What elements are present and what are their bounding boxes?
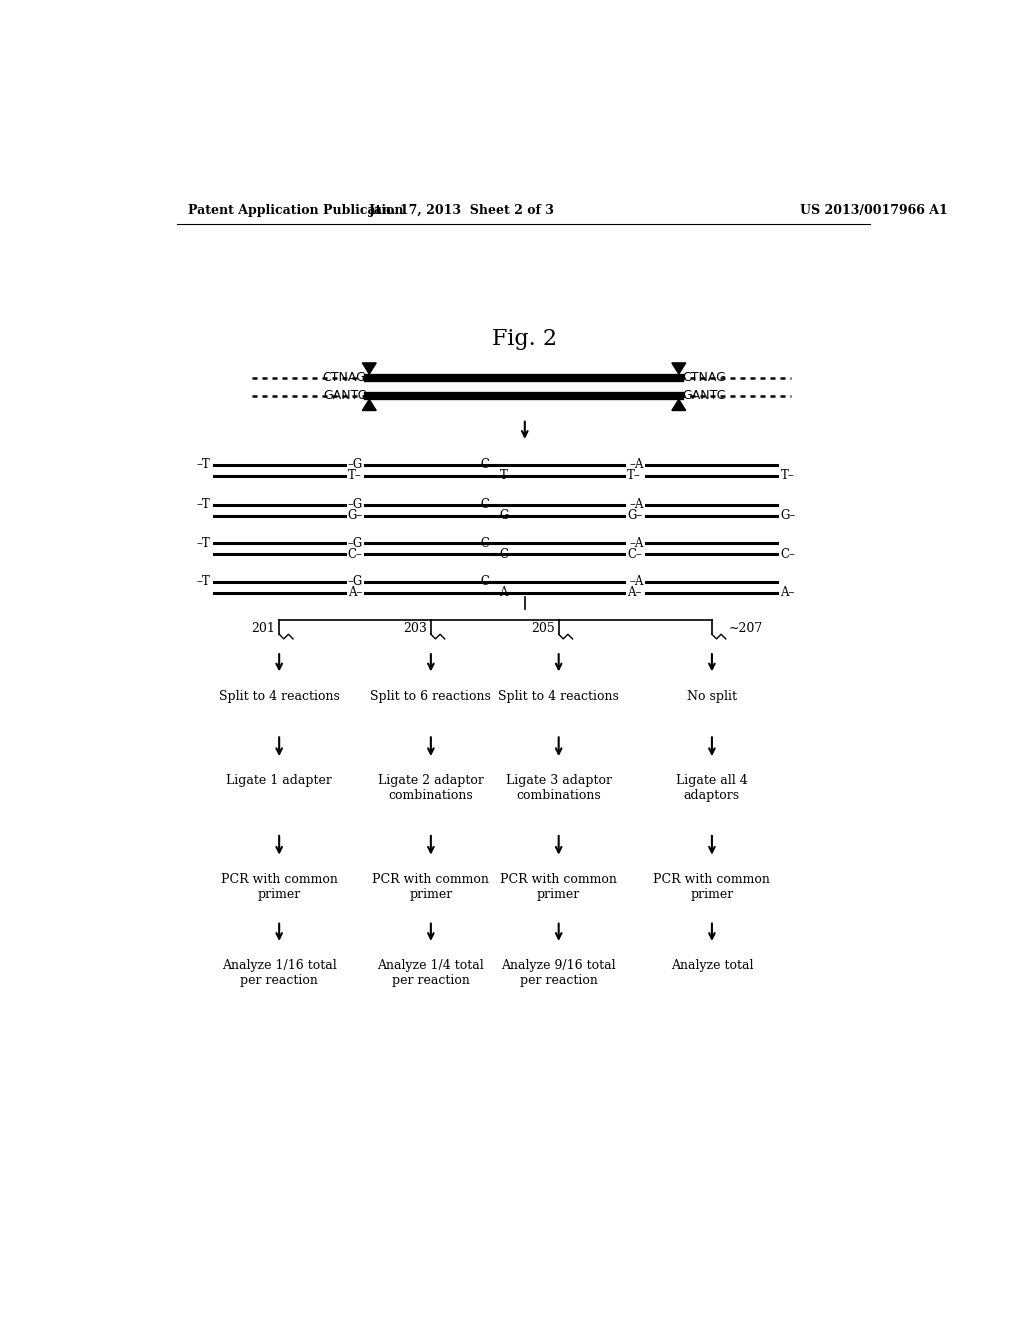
- Text: C–: C–: [348, 548, 362, 561]
- Polygon shape: [362, 363, 376, 374]
- Text: Split to 6 reactions: Split to 6 reactions: [371, 689, 492, 702]
- Text: T–: T–: [348, 469, 361, 482]
- Text: –G: –G: [347, 576, 362, 589]
- Text: Analyze total: Analyze total: [671, 960, 754, 973]
- Text: G–: G–: [500, 510, 515, 523]
- Text: A–: A–: [500, 586, 514, 599]
- Polygon shape: [672, 363, 686, 374]
- Text: Analyze 9/16 total
per reaction: Analyze 9/16 total per reaction: [502, 960, 616, 987]
- Text: T–: T–: [628, 469, 641, 482]
- Text: –A: –A: [629, 458, 643, 471]
- Text: –G: –G: [347, 458, 362, 471]
- Text: –C: –C: [475, 537, 490, 550]
- Text: PCR with common
primer: PCR with common primer: [501, 873, 617, 902]
- Polygon shape: [362, 400, 376, 411]
- Text: PCR with common
primer: PCR with common primer: [373, 873, 489, 902]
- Text: –T: –T: [197, 458, 211, 471]
- Text: Analyze 1/16 total
per reaction: Analyze 1/16 total per reaction: [222, 960, 337, 987]
- Text: T–: T–: [780, 469, 795, 482]
- Text: CTNAG: CTNAG: [323, 371, 367, 384]
- Text: GANTC: GANTC: [323, 389, 367, 403]
- Text: G–: G–: [348, 510, 362, 523]
- Text: –G: –G: [347, 537, 362, 550]
- Polygon shape: [672, 400, 686, 411]
- Text: –T: –T: [197, 537, 211, 550]
- Text: Ligate 2 adaptor
combinations: Ligate 2 adaptor combinations: [378, 775, 483, 803]
- Text: –C: –C: [475, 499, 490, 511]
- Text: CTNAG: CTNAG: [682, 371, 726, 384]
- Text: T–: T–: [500, 469, 513, 482]
- Text: G–: G–: [780, 510, 796, 523]
- Text: A–: A–: [780, 586, 795, 599]
- Text: Ligate 3 adaptor
combinations: Ligate 3 adaptor combinations: [506, 775, 611, 803]
- Text: 203: 203: [403, 622, 427, 635]
- Text: –G: –G: [347, 499, 362, 511]
- Text: Ligate 1 adapter: Ligate 1 adapter: [226, 775, 332, 788]
- Text: C–: C–: [500, 548, 514, 561]
- Text: No split: No split: [687, 689, 737, 702]
- Text: –C: –C: [475, 576, 490, 589]
- Text: Split to 4 reactions: Split to 4 reactions: [219, 689, 340, 702]
- Text: –T: –T: [197, 576, 211, 589]
- Text: Patent Application Publication: Patent Application Publication: [188, 205, 403, 218]
- Text: GANTC: GANTC: [682, 389, 725, 403]
- Text: Ligate all 4
adaptors: Ligate all 4 adaptors: [676, 775, 748, 803]
- Text: –A: –A: [629, 576, 643, 589]
- Text: –C: –C: [475, 458, 490, 471]
- Text: 201: 201: [252, 622, 275, 635]
- Text: PCR with common
primer: PCR with common primer: [221, 873, 338, 902]
- Text: –A: –A: [629, 499, 643, 511]
- Text: Analyze 1/4 total
per reaction: Analyze 1/4 total per reaction: [378, 960, 484, 987]
- Text: A–: A–: [348, 586, 362, 599]
- Text: –T: –T: [197, 499, 211, 511]
- Text: G–: G–: [628, 510, 642, 523]
- Text: C–: C–: [628, 548, 642, 561]
- Text: Jan. 17, 2013  Sheet 2 of 3: Jan. 17, 2013 Sheet 2 of 3: [369, 205, 555, 218]
- Text: C–: C–: [780, 548, 796, 561]
- Text: Fig. 2: Fig. 2: [493, 329, 557, 350]
- Text: ∼207: ∼207: [729, 622, 763, 635]
- Text: US 2013/0017966 A1: US 2013/0017966 A1: [801, 205, 948, 218]
- Text: PCR with common
primer: PCR with common primer: [653, 873, 770, 902]
- Text: Split to 4 reactions: Split to 4 reactions: [499, 689, 620, 702]
- Text: –A: –A: [629, 537, 643, 550]
- Text: 205: 205: [531, 622, 555, 635]
- Text: A–: A–: [628, 586, 642, 599]
